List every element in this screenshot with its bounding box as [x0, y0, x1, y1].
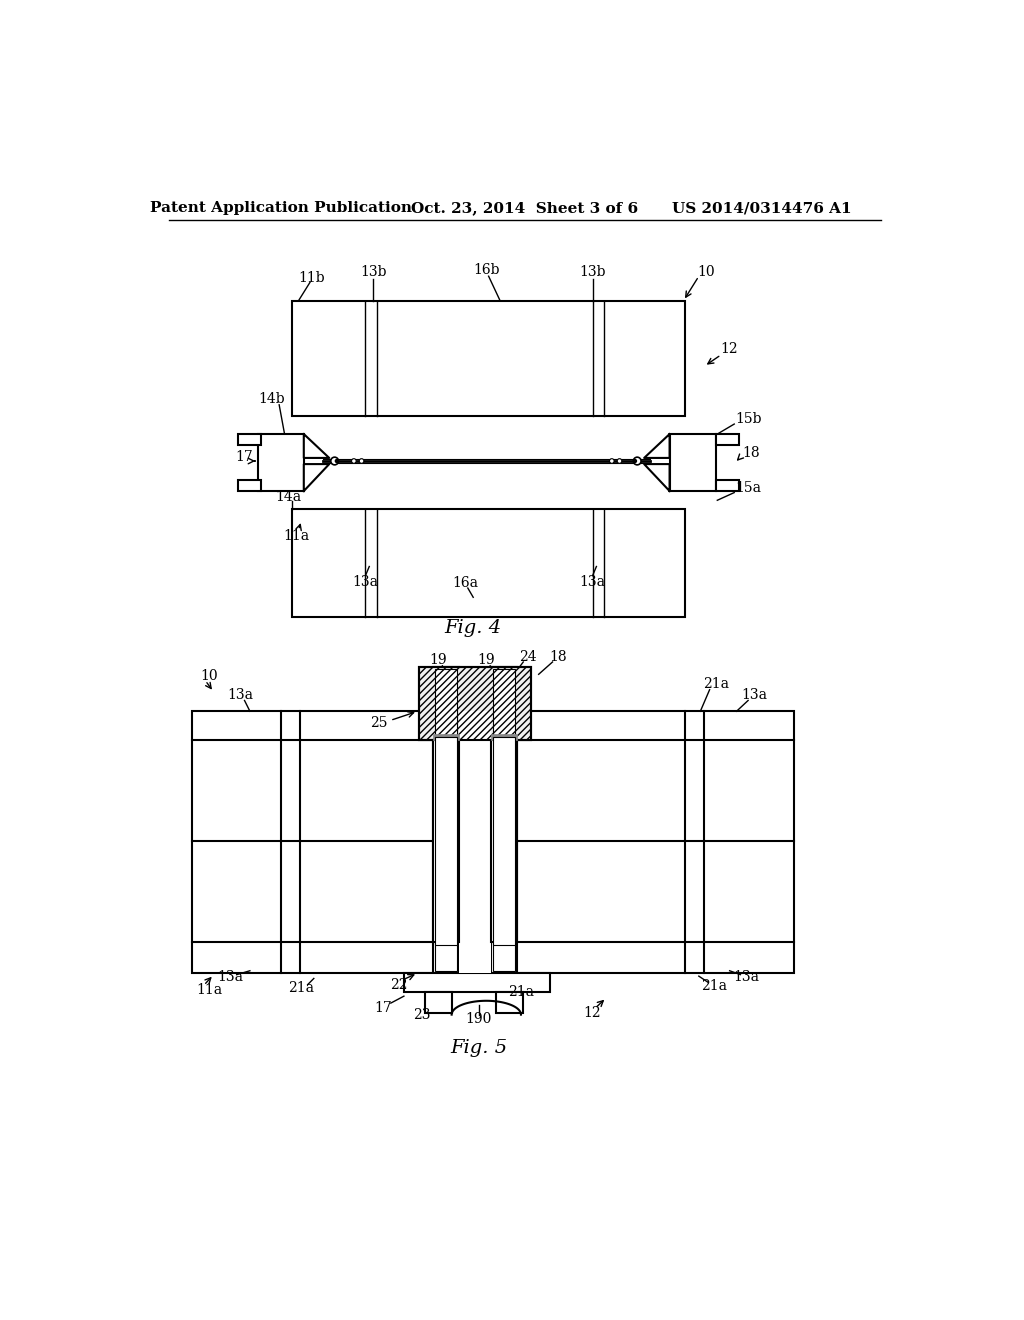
Bar	[716, 434, 739, 445]
Bar	[490, 667, 517, 973]
Text: 24: 24	[519, 649, 537, 664]
Text: 14b: 14b	[258, 392, 285, 405]
Circle shape	[351, 458, 356, 463]
Text: 13b: 13b	[580, 265, 606, 280]
Polygon shape	[304, 465, 330, 491]
Text: 11b: 11b	[298, 271, 325, 285]
Bar	[497, 991, 523, 1014]
Bar	[239, 434, 261, 445]
Text: 13a: 13a	[580, 576, 605, 589]
Circle shape	[336, 459, 339, 462]
Bar	[494, 738, 515, 945]
Text: 18: 18	[742, 446, 761, 459]
Bar	[494, 669, 515, 970]
Text: 19: 19	[477, 653, 496, 668]
Bar	[258, 434, 304, 491]
Bar	[460, 711, 490, 973]
Circle shape	[359, 458, 364, 463]
Bar	[670, 434, 716, 491]
Bar	[193, 711, 795, 973]
Polygon shape	[644, 465, 670, 491]
Bar	[716, 480, 739, 491]
Text: 13a: 13a	[218, 970, 244, 983]
Bar	[425, 991, 453, 1014]
Text: Patent Application Publication: Patent Application Publication	[150, 202, 412, 215]
Text: 12: 12	[721, 342, 738, 356]
Bar	[419, 667, 531, 739]
Text: 16b: 16b	[473, 263, 500, 277]
Text: 19: 19	[430, 653, 447, 668]
Text: 22: 22	[390, 978, 408, 991]
Text: 15b: 15b	[736, 412, 762, 425]
Text: 21a: 21a	[701, 979, 727, 993]
Text: 25: 25	[371, 715, 388, 730]
Polygon shape	[644, 434, 670, 458]
Text: 17: 17	[374, 1001, 392, 1015]
Polygon shape	[304, 434, 330, 458]
Text: 13b: 13b	[359, 265, 386, 280]
Text: 10: 10	[697, 264, 716, 279]
Text: 18: 18	[549, 649, 566, 664]
Text: 11a: 11a	[283, 529, 309, 543]
Text: 21a: 21a	[289, 982, 314, 995]
Text: 14a: 14a	[275, 490, 301, 504]
Text: 12: 12	[584, 1006, 601, 1020]
Text: Fig. 4: Fig. 4	[444, 619, 502, 638]
Circle shape	[634, 459, 637, 462]
Bar	[403, 973, 550, 991]
Text: 13a: 13a	[352, 576, 379, 589]
Text: Oct. 23, 2014  Sheet 3 of 6: Oct. 23, 2014 Sheet 3 of 6	[412, 202, 638, 215]
Circle shape	[609, 458, 614, 463]
Bar	[433, 734, 460, 739]
Bar	[490, 739, 517, 942]
Text: 13a: 13a	[741, 688, 767, 702]
Bar	[292, 301, 685, 416]
Text: 16a: 16a	[453, 577, 478, 590]
Circle shape	[331, 457, 339, 465]
Text: Fig. 5: Fig. 5	[450, 1039, 507, 1057]
Bar	[490, 734, 517, 739]
Text: 21a: 21a	[702, 677, 729, 692]
Text: 13a: 13a	[733, 970, 760, 983]
Circle shape	[617, 458, 622, 463]
Bar	[419, 667, 531, 739]
Text: 10: 10	[200, 669, 217, 682]
Bar	[239, 480, 261, 491]
Text: US 2014/0314476 A1: US 2014/0314476 A1	[672, 202, 852, 215]
Circle shape	[634, 457, 641, 465]
Text: 21a: 21a	[508, 985, 534, 998]
Bar	[435, 669, 457, 970]
Text: 190: 190	[466, 1012, 492, 1026]
Text: 23: 23	[413, 1007, 430, 1022]
Bar	[433, 667, 460, 973]
Text: 17: 17	[236, 450, 253, 465]
Bar	[435, 738, 457, 945]
Text: 13a: 13a	[227, 688, 253, 702]
Bar	[292, 508, 685, 616]
Bar	[433, 739, 460, 942]
Text: 15a: 15a	[736, 480, 762, 495]
Text: 11a: 11a	[196, 983, 222, 997]
